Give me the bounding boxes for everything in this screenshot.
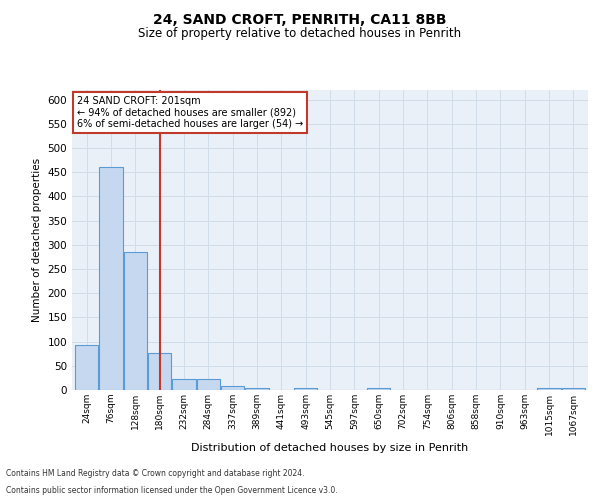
- Bar: [245, 388, 269, 390]
- Text: Contains HM Land Registry data © Crown copyright and database right 2024.: Contains HM Land Registry data © Crown c…: [6, 468, 305, 477]
- Text: 24 SAND CROFT: 201sqm
← 94% of detached houses are smaller (892)
6% of semi-deta: 24 SAND CROFT: 201sqm ← 94% of detached …: [77, 96, 304, 129]
- Y-axis label: Number of detached properties: Number of detached properties: [32, 158, 42, 322]
- Bar: [538, 388, 560, 390]
- Bar: [294, 388, 317, 390]
- Text: Contains public sector information licensed under the Open Government Licence v3: Contains public sector information licen…: [6, 486, 338, 495]
- Bar: [75, 345, 98, 390]
- Bar: [221, 386, 244, 390]
- Bar: [148, 353, 171, 390]
- Bar: [172, 380, 196, 390]
- X-axis label: Distribution of detached houses by size in Penrith: Distribution of detached houses by size …: [191, 443, 469, 453]
- Text: 24, SAND CROFT, PENRITH, CA11 8BB: 24, SAND CROFT, PENRITH, CA11 8BB: [153, 12, 447, 26]
- Bar: [100, 168, 122, 390]
- Text: Size of property relative to detached houses in Penrith: Size of property relative to detached ho…: [139, 28, 461, 40]
- Bar: [197, 380, 220, 390]
- Bar: [562, 388, 585, 390]
- Bar: [367, 388, 390, 390]
- Bar: [124, 252, 147, 390]
